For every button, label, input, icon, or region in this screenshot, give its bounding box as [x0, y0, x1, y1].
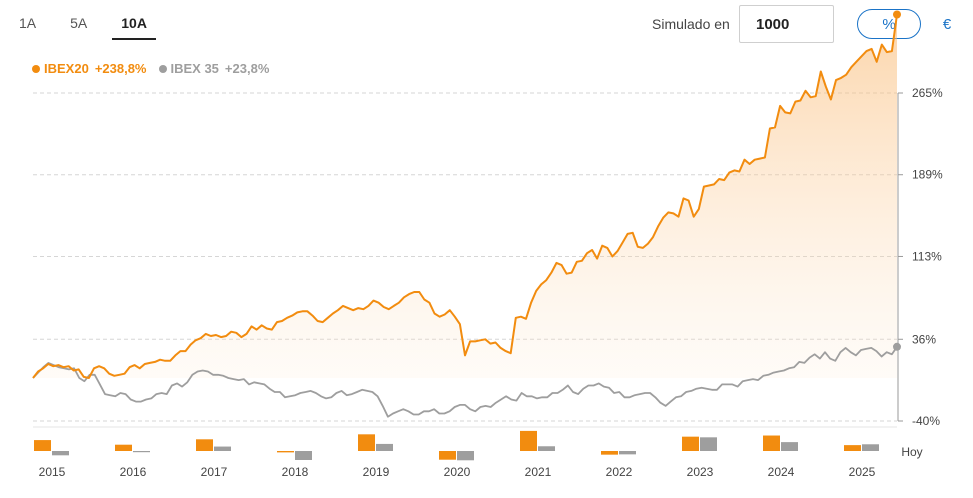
ibex20-annual-bar — [439, 451, 456, 460]
x-year-label: 2020 — [444, 465, 471, 479]
ibex35-annual-bar — [619, 451, 636, 455]
legend-name: IBEX20 — [44, 61, 89, 76]
x-year-label: 2021 — [525, 465, 552, 479]
ibex20-end-point — [893, 10, 901, 19]
tab-5a[interactable]: 5A — [70, 15, 88, 31]
ibex20-annual-bar — [601, 451, 618, 455]
ibex35-annual-bar — [862, 444, 879, 451]
legend-item-ibex20[interactable]: IBEX20 +238,8% — [32, 61, 147, 76]
x-year-label: 2016 — [120, 465, 147, 479]
percent-toggle-button[interactable]: % — [857, 9, 921, 39]
legend-change: +238,8% — [94, 61, 147, 76]
y-tick-label: 36% — [912, 332, 936, 346]
ibex35-line — [32, 346, 898, 418]
ibex20-annual-bar — [277, 451, 294, 453]
tab-10a[interactable]: 10A — [112, 10, 156, 40]
x-year-label: 2024 — [768, 465, 795, 479]
chart-legend: IBEX20 +238,8% IBEX 35 +23,8% — [32, 61, 281, 76]
simulated-label: Simulado en — [652, 16, 730, 32]
x-year-label: 2018 — [282, 465, 309, 479]
ibex20-area — [33, 14, 897, 378]
ibex35-annual-bar — [700, 437, 717, 451]
y-tick-label: -40% — [912, 414, 940, 428]
x-year-label: 2015 — [39, 465, 66, 479]
ibex35-annual-bar — [295, 451, 312, 460]
x-year-label: 2019 — [363, 465, 390, 479]
ibex20-annual-bar — [682, 436, 699, 451]
legend-dot-icon — [32, 64, 40, 73]
x-year-label: 2022 — [606, 465, 633, 479]
simulated-amount-input[interactable] — [739, 5, 834, 43]
ibex35-annual-bar — [376, 443, 393, 451]
y-tick-label: 265% — [912, 86, 943, 100]
legend-change: +23,8% — [224, 61, 270, 76]
period-tabs: 1A 5A 10A — [10, 10, 172, 40]
ibex35-annual-bar — [457, 451, 474, 461]
y-tick-label: 189% — [912, 168, 943, 182]
tab-1a[interactable]: 1A — [19, 15, 37, 31]
unit-toggle: % € — [857, 9, 973, 39]
ibex35-annual-bar — [214, 446, 231, 451]
ibex35-annual-bar — [133, 451, 150, 453]
ibex20-line — [32, 14, 898, 379]
ibex20-annual-bar — [844, 445, 861, 451]
ibex20-annual-bar — [763, 435, 780, 451]
legend-dot-icon — [158, 64, 167, 73]
ibex20-annual-bar — [358, 434, 375, 451]
euro-toggle-button[interactable]: € — [942, 15, 952, 33]
ibex35-annual-bar — [538, 446, 555, 451]
legend-name: IBEX 35 — [170, 61, 219, 76]
today-label: Hoy — [901, 445, 922, 459]
x-year-label: 2023 — [687, 465, 714, 479]
legend-item-ibex35[interactable]: IBEX 35 +23,8% — [158, 61, 270, 76]
ibex20-annual-bar — [520, 430, 537, 451]
x-year-label: 2025 — [849, 465, 876, 479]
ibex20-annual-bar — [115, 444, 132, 451]
ibex35-annual-bar — [52, 451, 69, 456]
ibex20-annual-bar — [34, 440, 51, 451]
y-tick-label: 113% — [912, 249, 942, 263]
ibex20-annual-bar — [196, 439, 213, 451]
ibex35-end-point — [893, 342, 901, 351]
x-year-label: 2017 — [201, 465, 228, 479]
ibex35-annual-bar — [781, 442, 798, 451]
